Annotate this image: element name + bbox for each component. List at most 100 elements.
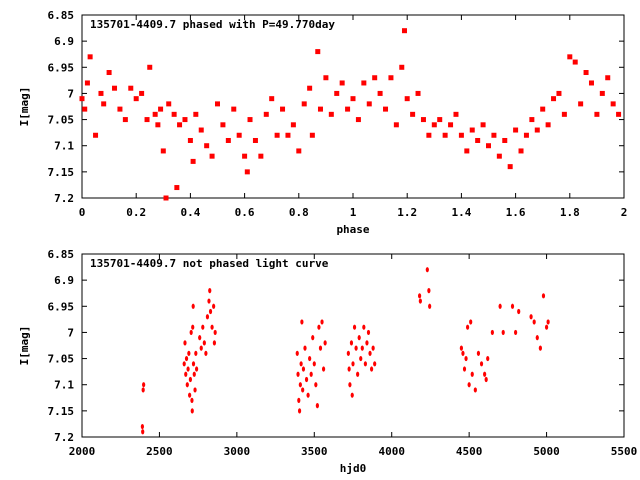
y-tick-label: 6.9: [54, 274, 74, 287]
data-point: [345, 106, 351, 112]
x-tick-label: 4000: [378, 445, 405, 458]
phased-light-curve-panel: 0 0.2 0.4 0.6 0.8 1 1.2 1.4 1.6 1.8 2 6.85 6.9 6.95 7 7…: [18, 9, 627, 236]
data-point: [158, 106, 164, 112]
data-point: [311, 335, 315, 341]
data-point: [351, 361, 355, 367]
data-point: [122, 117, 128, 123]
x-tick-label: 2000: [69, 445, 96, 458]
data-point: [84, 80, 90, 86]
data-point: [473, 387, 477, 393]
data-point: [426, 132, 432, 138]
y-axis-title: I[mag]: [18, 87, 31, 127]
data-point: [205, 314, 210, 320]
data-point: [163, 195, 169, 201]
data-point: [377, 90, 383, 96]
y-tick-label: 6.85: [48, 248, 75, 261]
data-point: [437, 117, 443, 123]
data-point: [207, 298, 211, 304]
data-point: [209, 153, 215, 159]
data-point: [476, 350, 481, 356]
data-point: [417, 293, 422, 299]
y-tick-label: 7: [67, 87, 74, 100]
data-point: [323, 340, 327, 346]
data-point: [425, 267, 429, 273]
data-point: [469, 127, 475, 133]
data-point: [82, 106, 88, 112]
data-point: [79, 96, 85, 102]
data-point: [297, 397, 301, 403]
data-point: [535, 335, 539, 341]
data-point: [187, 350, 191, 356]
data-point: [464, 355, 468, 362]
data-point: [475, 137, 481, 143]
data-point: [368, 350, 372, 356]
data-point: [285, 132, 291, 138]
data-point: [453, 111, 459, 117]
data-point: [348, 382, 352, 388]
data-point: [212, 340, 217, 346]
data-point: [296, 371, 300, 377]
data-point: [182, 361, 186, 367]
data-point: [356, 371, 360, 377]
y-tick-label: 7.05: [48, 353, 75, 366]
x-axis-title: hjd0: [340, 462, 367, 475]
data-point: [480, 122, 486, 128]
data-point: [346, 350, 350, 356]
x-tick-label: 1.8: [560, 206, 580, 219]
y-tick-label: 7.2: [54, 192, 74, 205]
data-point: [295, 350, 299, 356]
data-point: [486, 143, 491, 149]
y-tick-label: 7.05: [48, 114, 75, 127]
data-point: [588, 80, 594, 86]
data-point: [296, 148, 302, 154]
y-tick-label: 6.95: [48, 300, 75, 313]
data-point: [210, 324, 214, 330]
data-point: [334, 90, 340, 96]
data-point: [594, 111, 600, 117]
data-point: [510, 303, 515, 309]
y-tick-label: 6.9: [54, 35, 74, 48]
data-point: [309, 132, 315, 138]
data-point: [427, 288, 431, 294]
data-point: [304, 376, 309, 383]
data-point: [410, 111, 416, 117]
y-tick-label: 7: [67, 326, 74, 339]
data-point: [350, 392, 354, 398]
data-point: [517, 308, 521, 315]
y-tick-label: 7.1: [54, 379, 74, 392]
data-point: [117, 106, 123, 112]
data-point: [204, 350, 208, 356]
data-point: [518, 148, 524, 154]
data-point: [464, 148, 470, 154]
x-tick-label: 0.6: [235, 206, 255, 219]
data-point: [198, 127, 204, 133]
data-point: [470, 371, 474, 377]
data-point: [314, 382, 318, 388]
data-point: [578, 101, 584, 107]
data-point: [467, 382, 471, 388]
data-point: [320, 319, 324, 325]
data-point: [545, 122, 551, 128]
data-point: [244, 169, 250, 175]
data-point: [160, 148, 166, 154]
data-point: [192, 371, 196, 377]
data-point: [274, 132, 280, 138]
x-tick-label: 3000: [224, 445, 251, 458]
data-point: [188, 376, 192, 383]
data-point: [212, 303, 216, 309]
y-tick-label: 7.1: [54, 140, 74, 153]
data-point: [315, 49, 321, 55]
data-point: [186, 366, 190, 372]
data-point: [155, 122, 161, 128]
data-point: [208, 308, 213, 315]
data-point: [247, 117, 253, 123]
data-point: [242, 153, 248, 159]
data-point: [365, 340, 369, 346]
data-point: [112, 85, 118, 91]
data-point: [546, 319, 550, 325]
data-point: [523, 132, 529, 138]
data-point: [498, 303, 502, 309]
data-point: [187, 137, 193, 143]
data-point: [458, 132, 464, 138]
data-point: [182, 117, 188, 123]
